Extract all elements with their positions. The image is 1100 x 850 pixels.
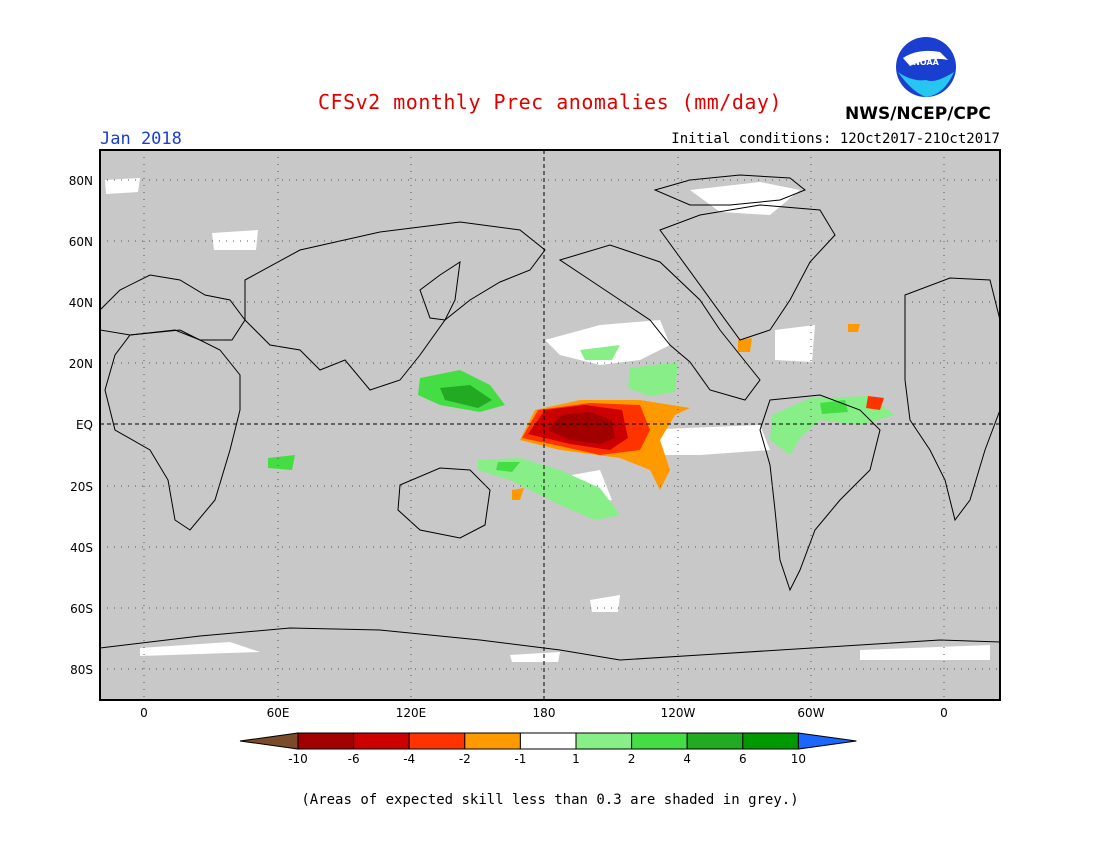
colorbar-label: -4 — [403, 752, 415, 766]
colorbar-label: -10 — [288, 752, 308, 766]
lon-label: 120E — [396, 706, 427, 720]
colorbar-label: -2 — [459, 752, 471, 766]
lon-label: 60E — [267, 706, 290, 720]
noaa-logo-icon: NOAA — [896, 37, 956, 97]
lon-axis: 0 60E 120E 180 120W 60W 0 — [140, 706, 948, 720]
colorbar-segment — [408, 732, 466, 750]
colorbar-left-arrow — [239, 732, 299, 750]
colorbar-segment — [742, 732, 799, 750]
footnote: (Areas of expected skill less than 0.3 a… — [301, 792, 799, 808]
equator-dateline — [100, 150, 1000, 700]
lon-label: 120W — [661, 706, 696, 720]
colorbar-label: -1 — [514, 752, 526, 766]
lat-label: 40N — [69, 296, 93, 310]
colorbar: -10 -6 -4 -2 -1 1 2 4 6 10 — [239, 732, 857, 766]
lat-label: 40S — [70, 541, 93, 555]
lat-label: 80S — [70, 663, 93, 677]
chart-title: CFSv2 monthly Prec anomalies (mm/day) — [317, 90, 783, 114]
colorbar-segment — [575, 732, 633, 750]
lat-label: 20N — [69, 357, 93, 371]
lon-label: 0 — [140, 706, 148, 720]
positive-anomalies — [268, 345, 895, 520]
lat-axis: 80N 60N 40N 20N EQ 20S 40S 60S 80S — [69, 174, 93, 677]
colorbar-segment — [686, 732, 744, 750]
colorbar-label: 4 — [683, 752, 691, 766]
negative-anomalies — [512, 324, 884, 500]
coastlines — [99, 174, 1001, 661]
colorbar-label: -6 — [348, 752, 360, 766]
agency-label: NWS/NCEP/CPC — [845, 104, 991, 124]
lat-label: 80N — [69, 174, 93, 188]
map-frame — [99, 149, 1001, 701]
month-label: Jan 2018 — [100, 129, 182, 149]
colorbar-segment — [297, 732, 355, 750]
colorbar-segment — [519, 732, 577, 750]
lat-label: 20S — [70, 480, 93, 494]
colorbar-segment — [464, 732, 521, 750]
near-zero-regions — [105, 178, 990, 662]
colorbar-segment — [631, 732, 688, 750]
colorbar-label: 2 — [628, 752, 636, 766]
lat-label: 60N — [69, 235, 93, 249]
colorbar-label: 10 — [791, 752, 806, 766]
colorbar-segment — [353, 732, 410, 750]
lat-label: 60S — [70, 602, 93, 616]
lon-label: 0 — [940, 706, 948, 720]
lon-label: 180 — [533, 706, 556, 720]
colorbar-right-arrow — [797, 732, 857, 750]
lat-label: EQ — [76, 418, 93, 432]
graticule — [100, 150, 1000, 700]
initial-conditions: Initial conditions: 12Oct2017-21Oct2017 — [671, 131, 1000, 147]
lon-label: 60W — [797, 706, 824, 720]
colorbar-label: 6 — [739, 752, 747, 766]
logo-text: NOAA — [913, 58, 939, 67]
colorbar-label: 1 — [572, 752, 580, 766]
